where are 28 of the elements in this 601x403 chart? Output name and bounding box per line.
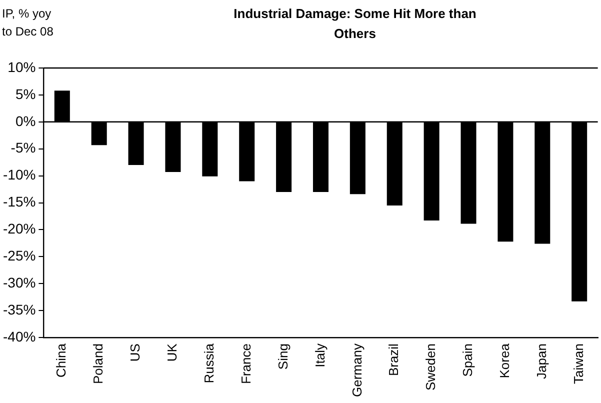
x-tick-label: Korea bbox=[497, 342, 512, 378]
y-tick-label: -20% bbox=[2, 220, 36, 237]
x-tick-label: Poland bbox=[90, 344, 106, 384]
x-tick-label: Italy bbox=[312, 343, 328, 368]
x-tick-label: Brazil bbox=[386, 343, 402, 376]
chart-title: Industrial Damage: Some Hit More than Others bbox=[234, 6, 476, 42]
x-tick-label: Sweden bbox=[423, 344, 438, 391]
y-tick-label: -30% bbox=[2, 274, 36, 290]
x-tick-label: Russia bbox=[201, 342, 216, 384]
x-tick-label: UK bbox=[164, 343, 180, 362]
y-tick-label: -10% bbox=[2, 166, 36, 183]
x-tick-label: Taiwan bbox=[570, 344, 586, 384]
y-tick-label: -15% bbox=[2, 194, 36, 210]
y-tick-label: -40% bbox=[2, 328, 36, 344]
x-tick-label: Sing bbox=[275, 344, 290, 370]
y-tick-label: 0% bbox=[15, 112, 36, 129]
y-tick-label: -35% bbox=[2, 301, 36, 318]
x-tick-label: Germany bbox=[349, 343, 364, 398]
x-tick-label: US bbox=[128, 343, 143, 362]
x-tick-label: China bbox=[54, 342, 69, 378]
x-tick-label: France bbox=[238, 344, 254, 384]
y-tick-label: 5% bbox=[15, 86, 36, 102]
x-tick-label: Spain bbox=[460, 344, 476, 377]
y-axis-title: IP, % yoy to Dec 08 bbox=[2, 6, 54, 38]
y-tick-label: 10% bbox=[8, 58, 36, 75]
y-tick-label: -25% bbox=[2, 248, 36, 264]
x-tick-label: Japan bbox=[534, 344, 549, 379]
y-tick-label: -5% bbox=[10, 140, 36, 156]
